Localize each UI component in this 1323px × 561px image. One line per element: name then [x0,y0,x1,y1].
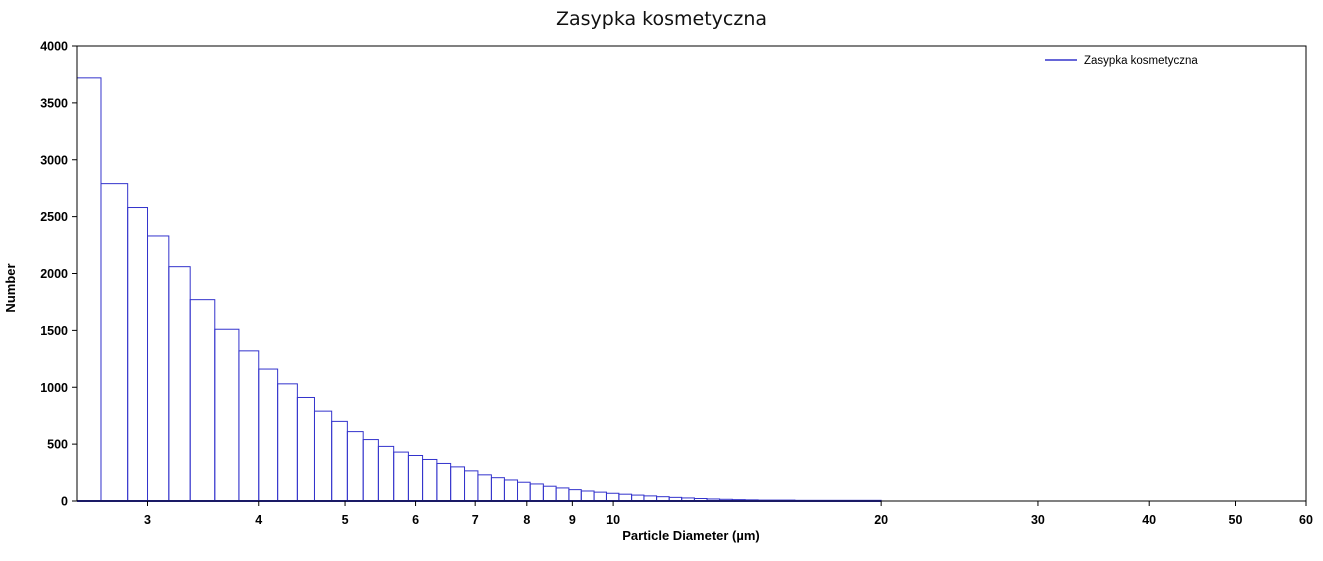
y-axis-label: Number [3,263,18,312]
x-tick-label: 20 [874,513,888,527]
histogram-bar [258,368,279,502]
y-tick-label: 3500 [40,96,68,110]
y-tick-label: 1500 [40,324,68,338]
histogram-bar [214,328,240,502]
histogram-bar [393,451,409,502]
histogram-bar [490,477,505,502]
histogram-bar [147,235,170,502]
histogram-bar [422,458,438,502]
histogram-bar [450,466,466,502]
histogram-bar [76,77,102,502]
x-tick-label: 9 [569,513,576,527]
histogram-bar [313,410,333,502]
y-tick-label: 2000 [40,267,68,281]
histogram-bar [377,445,395,502]
plot-frame [76,45,1307,502]
histogram-bar [436,462,452,502]
histogram-bar [296,396,315,502]
histogram-bar [277,383,298,502]
y-tick-label: 2500 [40,210,68,224]
histogram-bar [517,481,531,502]
x-tick-label: 7 [472,513,479,527]
histogram-bar [362,439,379,502]
x-tick-label: 60 [1299,513,1313,527]
histogram-bar [580,490,595,502]
x-tick-label: 10 [606,513,620,527]
histogram-bar [542,485,557,502]
histogram-bar [127,207,149,502]
y-tick-label: 4000 [40,40,68,54]
histogram-bar [593,491,607,502]
y-tick-label: 0 [61,495,68,509]
x-tick-label: 8 [523,513,530,527]
bars-layer [76,77,882,502]
histogram-bar [529,483,544,502]
histogram-bar [555,487,570,502]
x-tick-label: 30 [1031,513,1045,527]
histogram-bar [568,489,582,502]
histogram-bar [189,299,216,502]
histogram-bar [618,493,633,502]
y-tick-label: 500 [47,438,68,452]
x-tick-label: 40 [1142,513,1156,527]
histogram-bar [346,431,364,502]
histogram-bar [605,492,620,502]
histogram-bar [407,455,424,502]
y-tick-label: 1000 [40,381,68,395]
x-axis-label: Particle Diameter (µm) [622,528,760,543]
y-tick-label: 3000 [40,153,68,167]
histogram-bar [464,470,479,502]
histogram-bar [238,350,260,502]
ticks-layer: 0 500 1000 1500 2000 2500 3000 3500 4000 3 4 5 6 7 8 9 1… [40,40,1313,528]
histogram-bar [100,183,129,502]
histogram-bar [331,420,348,502]
histogram-bar [503,479,519,502]
x-tick-label: 4 [255,513,262,527]
legend: Zasypka kosmetyczna [1045,55,1198,67]
chart-title: Zasypka kosmetyczna [555,8,768,30]
histogram-bar [477,474,492,502]
x-tick-label: 50 [1229,513,1243,527]
x-tick-label: 3 [144,513,151,527]
legend-label: Zasypka kosmetyczna [1084,55,1198,67]
histogram-bar [168,266,191,502]
x-tick-label: 5 [342,513,349,527]
x-tick-label: 6 [412,513,419,527]
